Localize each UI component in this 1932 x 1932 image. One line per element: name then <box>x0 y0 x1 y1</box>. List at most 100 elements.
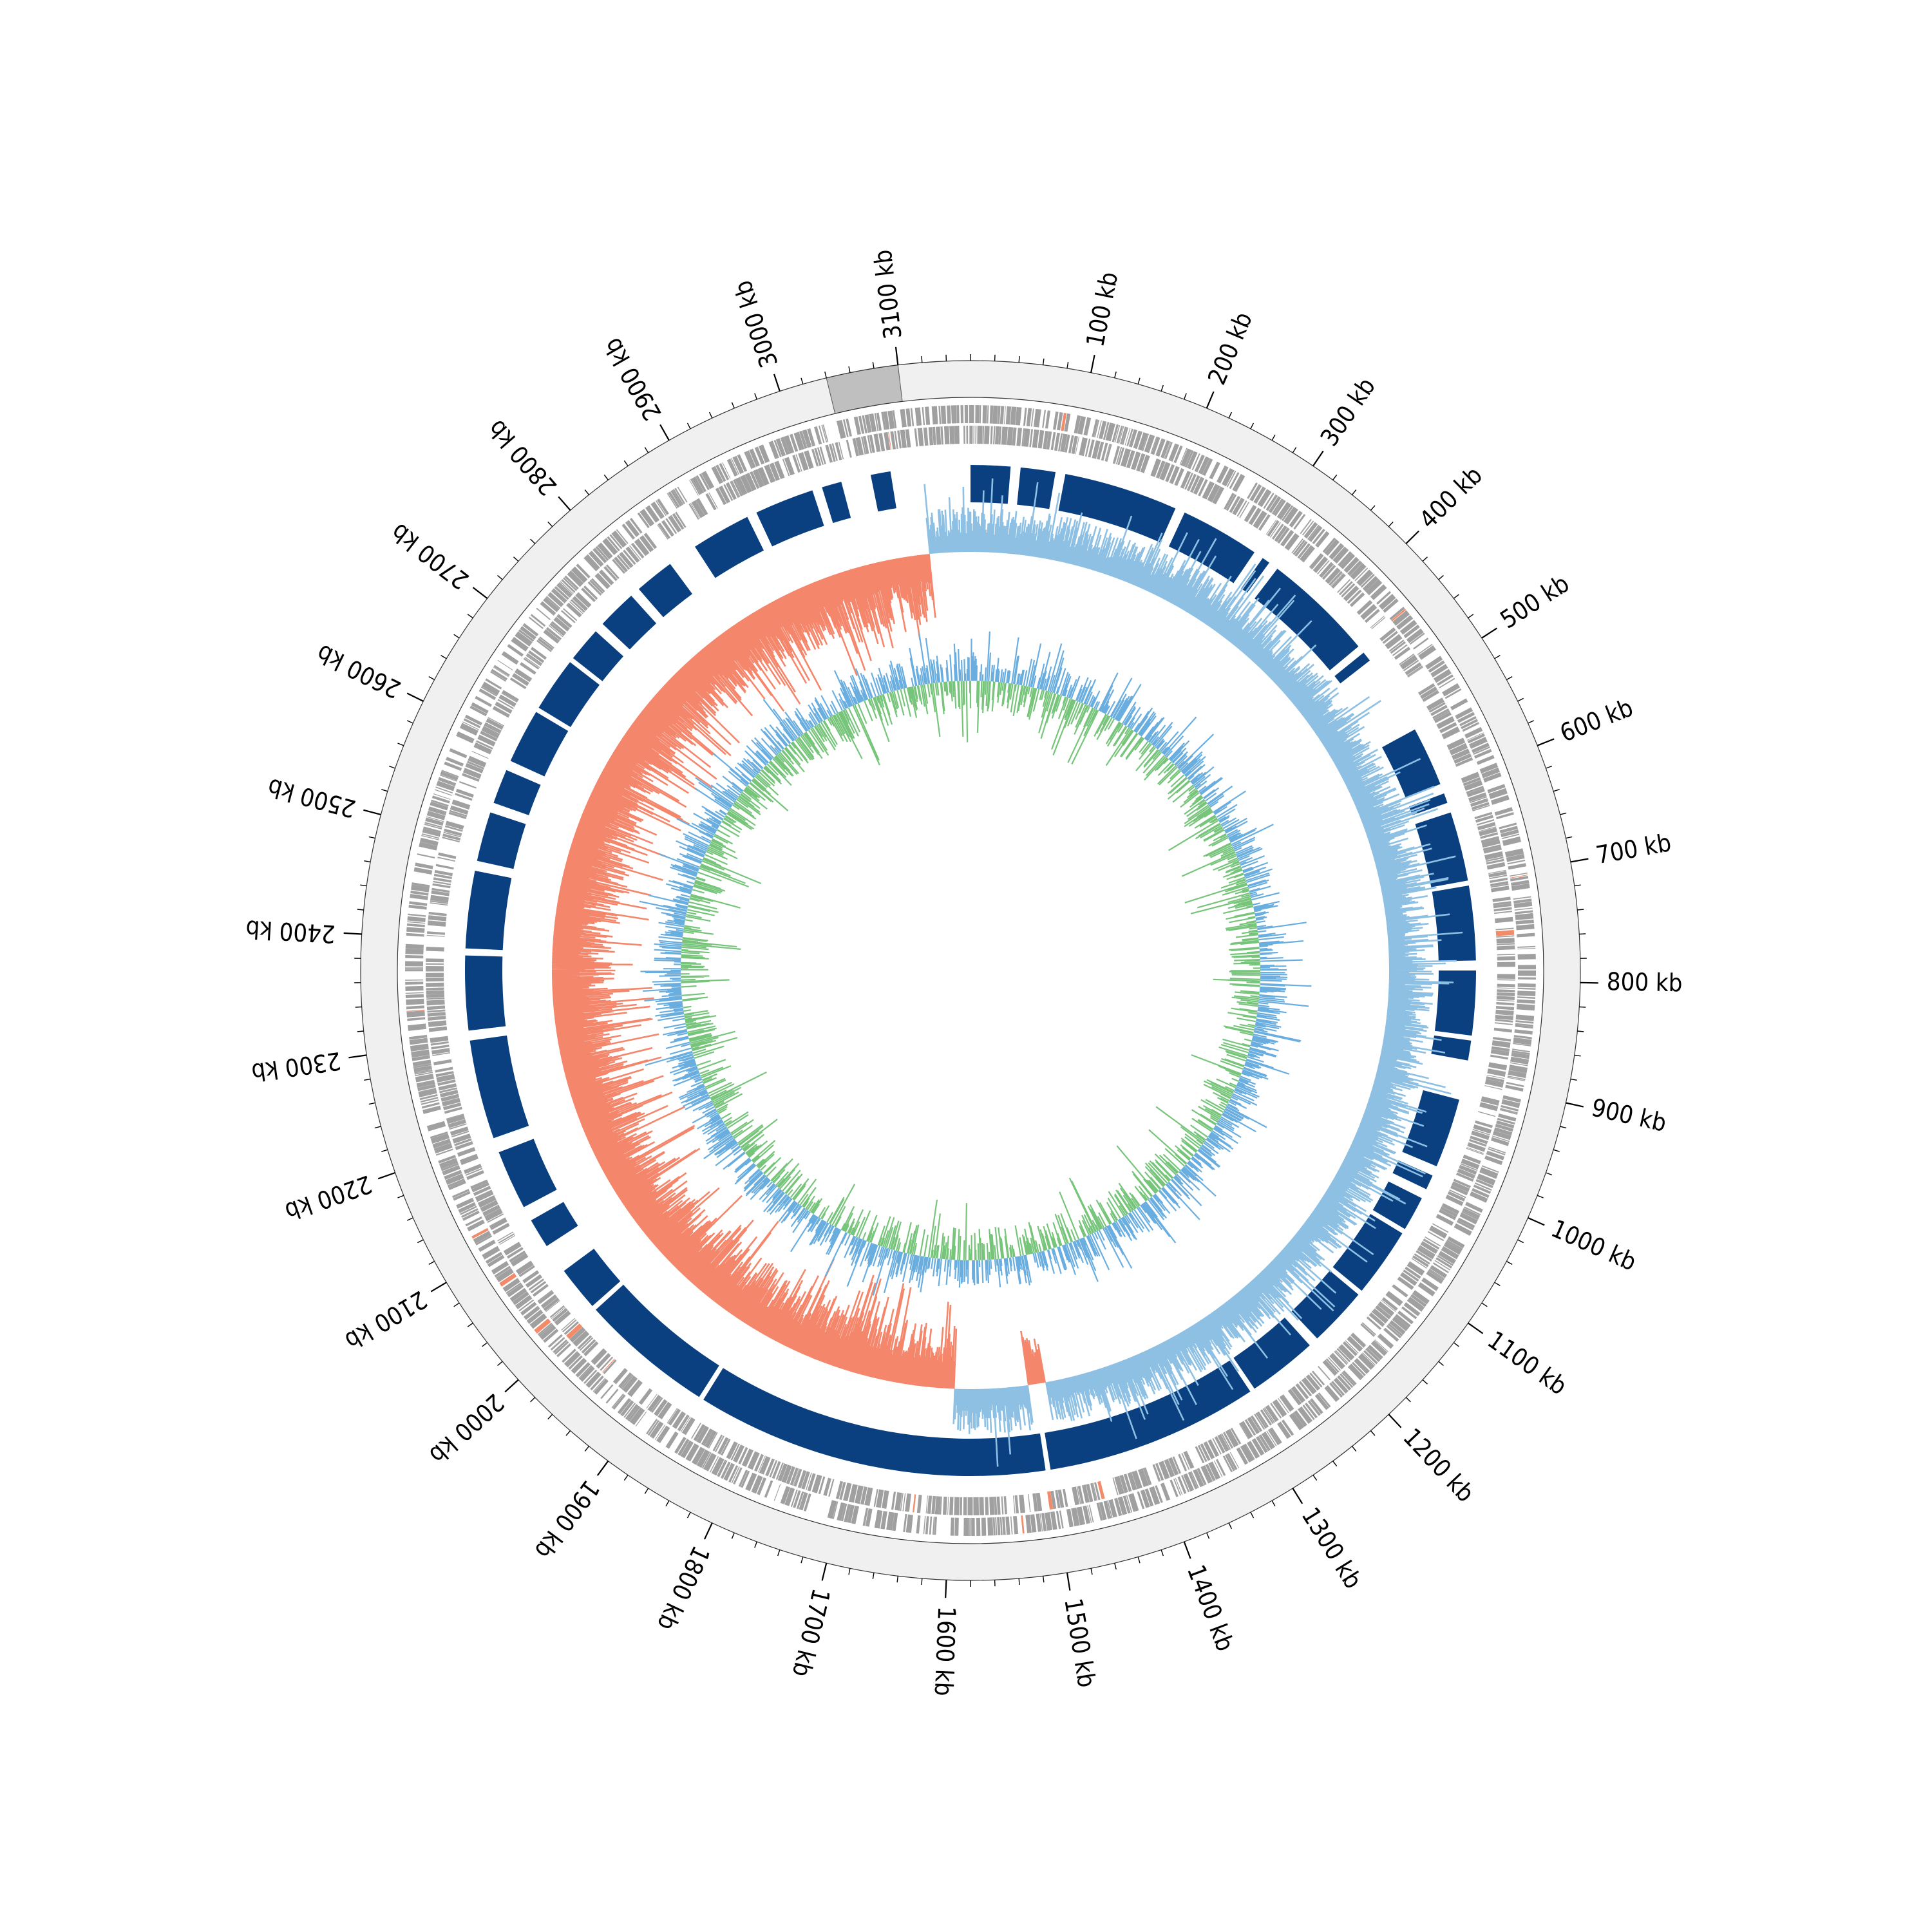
gene-reverse <box>511 672 529 687</box>
gene-forward <box>1074 415 1081 434</box>
gene-forward <box>435 786 453 794</box>
gene-reverse <box>625 546 640 563</box>
gene-reverse <box>1202 481 1215 500</box>
gene-reverse <box>434 869 453 876</box>
gene-forward <box>764 1480 773 1498</box>
gene-reverse <box>1343 585 1359 601</box>
gene-forward <box>594 1378 609 1395</box>
gene-forward <box>1362 1352 1376 1366</box>
gene-reverse <box>1224 493 1235 510</box>
gene-reverse <box>442 837 460 843</box>
gene-reverse <box>657 524 668 540</box>
gene-reverse <box>622 1375 638 1393</box>
gene-reverse <box>1385 634 1403 650</box>
gene-forward <box>1468 737 1488 749</box>
gene-reverse <box>1300 545 1315 563</box>
gene-reverse <box>1019 1494 1025 1513</box>
gene-forward <box>1517 987 1536 990</box>
gene-forward <box>625 1404 639 1421</box>
gene-reverse <box>523 658 540 670</box>
gene-forward <box>1499 1108 1518 1115</box>
gene-reverse <box>1379 627 1396 641</box>
gene-reverse <box>1417 1247 1435 1260</box>
gene-reverse <box>1497 953 1515 956</box>
gene-forward <box>1417 1282 1435 1297</box>
gene-forward <box>1208 1461 1221 1480</box>
gene-reverse <box>1371 617 1386 630</box>
gene-reverse <box>1463 1154 1481 1164</box>
gene-reverse <box>449 810 468 817</box>
gene-reverse <box>708 1432 718 1449</box>
gene-forward <box>1477 1173 1496 1186</box>
gene-reverse <box>913 1494 916 1513</box>
gene-forward <box>1387 1323 1403 1337</box>
gene-forward <box>1168 443 1180 462</box>
gene-reverse <box>1127 1472 1137 1491</box>
gc-content-positive <box>923 478 1463 1467</box>
gene-forward <box>1516 923 1535 931</box>
gene-reverse <box>811 448 819 467</box>
gene-reverse <box>433 877 452 883</box>
gene-forward <box>821 424 828 443</box>
gene-reverse <box>1309 553 1324 570</box>
gene-forward <box>1514 907 1533 911</box>
gene-reverse <box>1360 1323 1376 1337</box>
gene-reverse <box>433 880 451 886</box>
gene-reverse <box>449 1123 467 1130</box>
gene-forward <box>732 455 744 474</box>
gene-forward <box>656 1425 670 1443</box>
gene-forward <box>431 799 449 807</box>
gene-forward <box>1488 1146 1506 1154</box>
gene-forward <box>1293 514 1306 530</box>
gene-reverse <box>502 690 519 702</box>
gene-reverse <box>1334 1350 1348 1365</box>
gene-forward <box>751 1475 763 1494</box>
gene-forward <box>1297 1406 1313 1424</box>
gene-reverse <box>1050 431 1056 451</box>
gene-reverse <box>525 1274 543 1288</box>
gene-forward <box>1517 990 1536 996</box>
gene-reverse <box>1495 927 1514 931</box>
gene-reverse <box>638 1388 653 1405</box>
gene-forward <box>674 1437 687 1454</box>
gene-reverse <box>587 581 602 596</box>
gene-forward <box>1457 712 1475 723</box>
gene-reverse <box>735 477 748 496</box>
gene-reverse <box>1397 1276 1414 1291</box>
gene-reverse <box>1356 600 1373 615</box>
gene-forward <box>1322 537 1336 553</box>
gene-reverse <box>629 545 641 560</box>
region-block <box>1434 971 1476 1036</box>
gene-forward <box>433 1142 453 1154</box>
gene-forward <box>579 1365 595 1382</box>
gene-reverse <box>1479 1102 1499 1112</box>
gene-reverse <box>1272 1399 1287 1417</box>
gene-forward <box>741 1470 750 1488</box>
gene-forward <box>1045 410 1051 429</box>
gene-forward <box>439 1157 459 1170</box>
gene-forward <box>406 927 425 933</box>
gene-forward <box>1502 1095 1521 1103</box>
gene-reverse <box>1495 1013 1514 1016</box>
gene-reverse <box>942 1496 947 1515</box>
gene-reverse <box>455 788 474 798</box>
gene-reverse <box>807 1473 816 1492</box>
gene-forward <box>441 770 459 778</box>
gene-reverse <box>862 435 869 455</box>
gene-reverse <box>506 1247 524 1259</box>
region-block <box>1255 569 1359 670</box>
gene-reverse <box>426 982 444 987</box>
gene-reverse <box>426 987 444 990</box>
gene-reverse <box>1291 538 1303 554</box>
gene-forward <box>1401 1306 1417 1320</box>
gene-reverse <box>661 520 674 537</box>
gene-forward <box>1454 1223 1472 1236</box>
gene-forward <box>1447 1236 1465 1249</box>
gene-forward <box>931 406 938 425</box>
gene-forward <box>841 1503 848 1522</box>
gene-reverse <box>1197 1444 1208 1463</box>
gene-forward <box>672 489 684 506</box>
gene-forward <box>1150 436 1157 454</box>
gene-forward <box>410 1043 429 1052</box>
gene-forward <box>448 1180 466 1191</box>
